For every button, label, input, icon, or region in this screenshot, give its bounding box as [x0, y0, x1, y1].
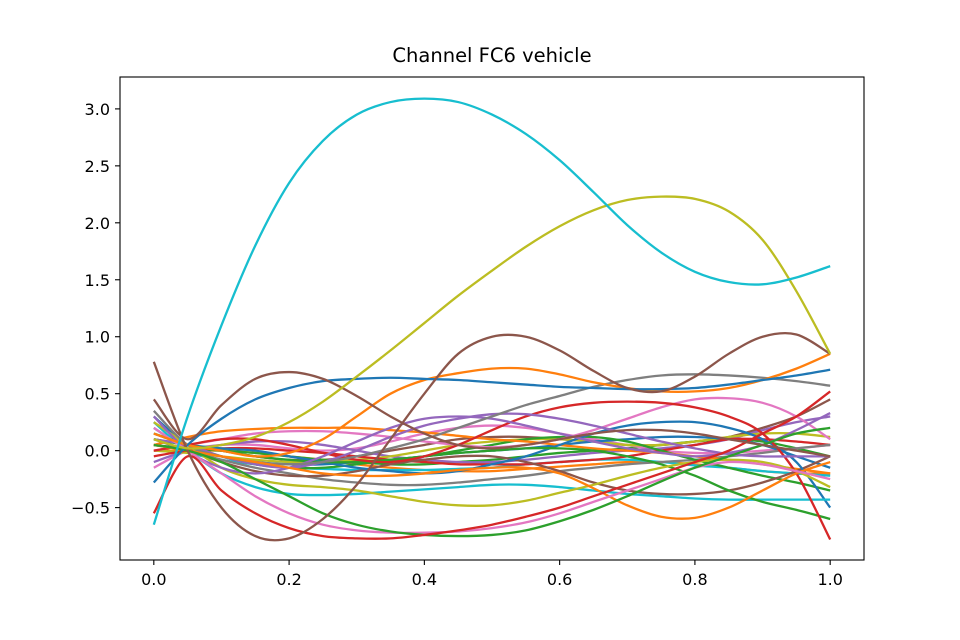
series-line-4 — [152, 368, 831, 484]
x-tick-label: 0.6 — [547, 570, 572, 589]
y-tick-label: 0.5 — [85, 385, 110, 404]
series-line-15 — [153, 396, 831, 452]
x-tick-label: 0.0 — [141, 570, 166, 589]
x-tick-label: 1.0 — [817, 570, 842, 589]
series-line-22 — [153, 438, 831, 487]
x-tick-label: 0.2 — [276, 570, 301, 589]
x-axis: 0.0 0.2 0.4 0.6 0.8 1.0 — [141, 560, 843, 589]
y-tick-label: 1.5 — [85, 271, 110, 290]
series-line-18 — [153, 420, 832, 509]
series-line-14 — [153, 400, 832, 541]
series-line-16 — [153, 438, 831, 521]
x-tick-label: 0.4 — [412, 570, 437, 589]
y-tick-label: 2.5 — [85, 157, 110, 176]
series-line-0 — [152, 97, 831, 526]
series-line-3 — [152, 370, 831, 458]
series-line-7 — [153, 426, 831, 538]
series-line-5 — [153, 352, 831, 458]
series-group — [152, 97, 832, 542]
series-line-17 — [153, 426, 831, 501]
y-tick-label: −0.5 — [71, 499, 110, 518]
series-line-9 — [153, 443, 831, 520]
plot-frame — [119, 76, 865, 561]
y-tick-label: 0.0 — [85, 442, 110, 461]
series-line-2 — [152, 331, 831, 542]
x-tick-label: 0.8 — [682, 570, 707, 589]
y-tick-label: 3.0 — [85, 100, 110, 119]
y-tick-label: 1.0 — [85, 328, 110, 347]
y-axis: −0.5 0.0 0.5 1.0 1.5 2.0 2.5 3.0 — [71, 100, 120, 518]
y-tick-label: 2.0 — [85, 214, 110, 233]
chart-title: Channel FC6 vehicle — [392, 44, 591, 67]
series-line-6 — [152, 390, 831, 540]
series-line-1 — [153, 195, 832, 450]
series-line-12 — [153, 412, 831, 469]
series-line-8 — [153, 426, 831, 535]
